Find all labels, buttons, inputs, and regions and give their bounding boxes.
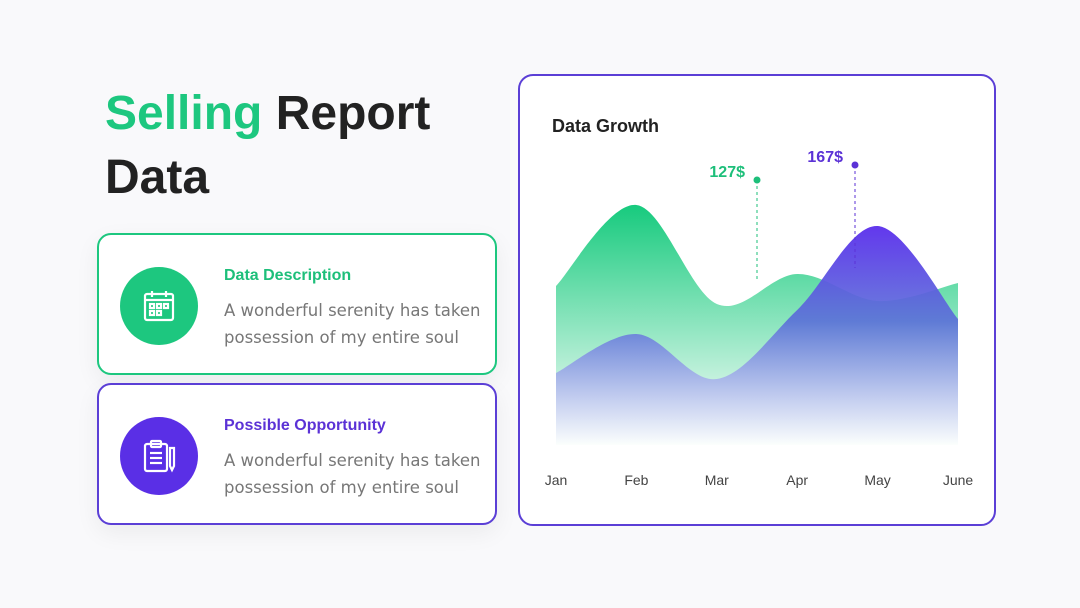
annotation-dot <box>851 161 859 169</box>
annotation-label: 127$ <box>709 164 745 181</box>
icon <box>120 417 198 495</box>
card: Possible Opportunity A wonderful serenit… <box>97 383 497 525</box>
annotation-dot <box>753 176 761 184</box>
x-tick-label: May <box>864 472 890 488</box>
card: Data Description A wonderful serenity ha… <box>97 233 497 375</box>
page-title: Selling Report Data <box>105 82 445 210</box>
chart-title: Data Growth <box>552 116 659 136</box>
annotation-label: 167$ <box>807 149 843 166</box>
x-tick-label: Mar <box>705 472 729 488</box>
x-tick-label: Apr <box>786 472 808 488</box>
card-text: A wonderful serenity has taken possessio… <box>224 301 481 347</box>
x-tick-label: Jan <box>545 472 568 488</box>
card-title: Data Description <box>224 267 352 284</box>
icon <box>120 267 198 345</box>
area <box>556 225 958 445</box>
card-title: Possible Opportunity <box>224 417 386 434</box>
title-highlight: Selling <box>105 87 263 140</box>
card-text: A wonderful serenity has taken possessio… <box>224 451 481 497</box>
x-tick-label: June <box>943 472 974 488</box>
x-tick-label: Feb <box>624 472 648 488</box>
title-rest: Report Data <box>105 87 431 204</box>
